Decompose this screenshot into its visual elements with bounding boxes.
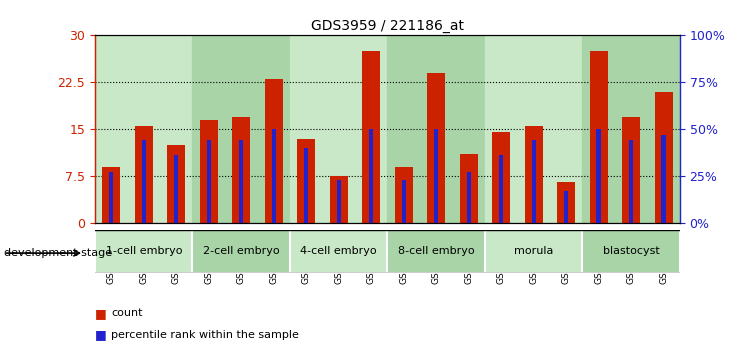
Bar [557, 182, 575, 223]
Text: ■: ■ [95, 328, 107, 341]
Bar [298, 139, 315, 223]
Bar [583, 35, 680, 223]
Bar [622, 117, 640, 223]
Bar [192, 230, 290, 273]
Bar [662, 135, 666, 223]
Bar [596, 129, 601, 223]
Bar [427, 73, 445, 223]
Bar [304, 148, 308, 223]
Bar [95, 230, 192, 273]
Bar [434, 129, 439, 223]
Bar [290, 230, 387, 273]
Text: 1-cell embryo: 1-cell embryo [105, 246, 182, 256]
Bar [232, 117, 250, 223]
Bar [499, 155, 503, 223]
Bar [401, 180, 406, 223]
Bar [363, 51, 380, 223]
Bar [272, 129, 276, 223]
Bar [192, 35, 290, 223]
Bar [492, 132, 510, 223]
Text: morula: morula [514, 246, 553, 256]
Text: 8-cell embryo: 8-cell embryo [398, 246, 474, 256]
Bar [655, 92, 673, 223]
Bar [525, 126, 542, 223]
Bar [395, 167, 412, 223]
Bar [174, 155, 178, 223]
Bar [290, 35, 387, 223]
Bar [167, 145, 185, 223]
Bar [466, 172, 471, 223]
Text: 4-cell embryo: 4-cell embryo [300, 246, 377, 256]
Bar [369, 129, 374, 223]
Text: ■: ■ [95, 307, 107, 320]
Bar [583, 230, 680, 273]
Bar [387, 230, 485, 273]
Bar [531, 141, 536, 223]
Bar [564, 191, 568, 223]
Text: development stage: development stage [4, 248, 112, 258]
Title: GDS3959 / 221186_at: GDS3959 / 221186_at [311, 19, 464, 33]
Bar [460, 154, 477, 223]
Bar [200, 120, 218, 223]
Bar [485, 35, 583, 223]
Bar [485, 230, 583, 273]
Text: count: count [111, 308, 143, 318]
Text: 2-cell embryo: 2-cell embryo [203, 246, 279, 256]
Bar [102, 167, 120, 223]
Bar [109, 172, 113, 223]
Bar [590, 51, 607, 223]
Bar [142, 141, 146, 223]
Bar [95, 35, 192, 223]
Bar [239, 141, 243, 223]
Bar [207, 141, 211, 223]
Bar [336, 180, 341, 223]
Bar [265, 79, 283, 223]
Text: percentile rank within the sample: percentile rank within the sample [111, 330, 299, 339]
Bar [330, 176, 348, 223]
Bar [387, 35, 485, 223]
Bar [629, 141, 633, 223]
Bar [135, 126, 153, 223]
Text: blastocyst: blastocyst [603, 246, 659, 256]
